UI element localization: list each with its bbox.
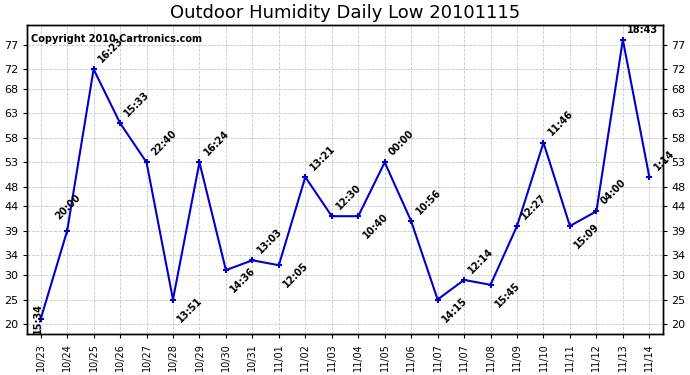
Text: 12:30: 12:30 — [335, 182, 364, 211]
Text: 00:00: 00:00 — [387, 128, 416, 158]
Text: 18:43: 18:43 — [627, 25, 658, 35]
Text: 10:56: 10:56 — [414, 187, 443, 216]
Text: 10:40: 10:40 — [361, 212, 390, 241]
Text: 13:03: 13:03 — [255, 226, 284, 255]
Text: 12:27: 12:27 — [520, 192, 549, 221]
Text: 1:14: 1:14 — [652, 148, 676, 172]
Text: Copyright 2010 Cartronics.com: Copyright 2010 Cartronics.com — [30, 34, 201, 44]
Text: 12:05: 12:05 — [282, 261, 310, 290]
Text: 15:09: 15:09 — [573, 222, 602, 251]
Text: 16:24: 16:24 — [202, 128, 231, 158]
Text: 12:14: 12:14 — [466, 246, 495, 275]
Text: 16:23: 16:23 — [96, 35, 126, 64]
Text: 13:51: 13:51 — [176, 295, 205, 324]
Text: 14:15: 14:15 — [440, 295, 469, 324]
Text: 22:40: 22:40 — [149, 128, 178, 158]
Text: 04:00: 04:00 — [599, 177, 628, 206]
Text: 15:45: 15:45 — [493, 280, 522, 309]
Text: 13:21: 13:21 — [308, 143, 337, 172]
Title: Outdoor Humidity Daily Low 20101115: Outdoor Humidity Daily Low 20101115 — [170, 4, 520, 22]
Text: 11:46: 11:46 — [546, 109, 575, 138]
Text: 14:36: 14:36 — [228, 266, 257, 295]
Text: 20:00: 20:00 — [54, 192, 83, 221]
Text: 15:34: 15:34 — [32, 303, 43, 334]
Text: 15:33: 15:33 — [123, 89, 152, 118]
